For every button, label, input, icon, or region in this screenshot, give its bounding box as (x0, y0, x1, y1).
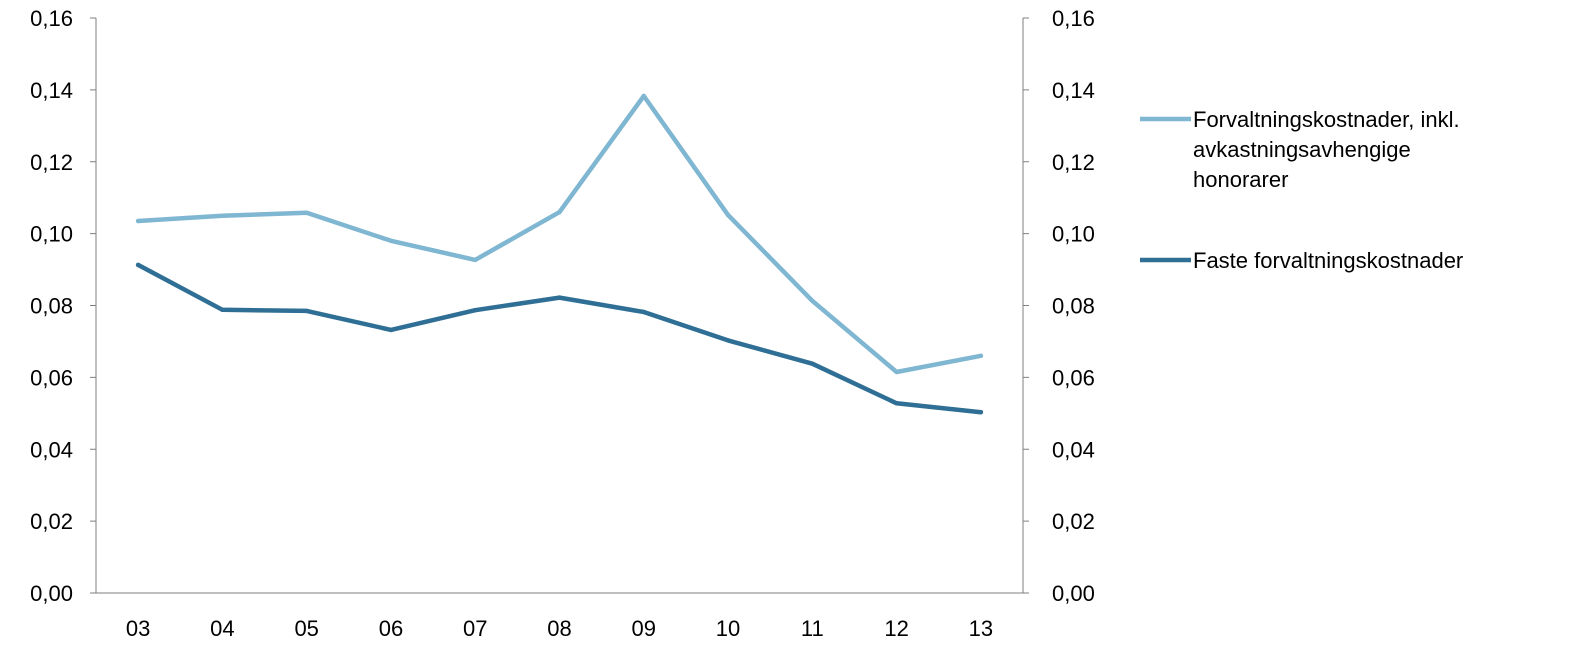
data-point (473, 257, 478, 263)
y-tick-label-left: 0,02 (30, 509, 73, 534)
axes: 0,00 0,02 0,04 0,06 0,08 0,10 0,12 0,14 0,16 0,00… (30, 6, 1095, 641)
x-tick-label: 10 (716, 616, 740, 641)
data-point (894, 401, 899, 406)
series-line-1 (135, 93, 984, 375)
data-point (725, 338, 731, 343)
y-tick-label-right: 0,08 (1052, 294, 1095, 319)
y-tick-label-left: 0,06 (30, 365, 73, 390)
y-tick-label-right: 0,16 (1052, 6, 1095, 31)
data-point (641, 309, 646, 315)
data-point (557, 295, 562, 300)
data-point (388, 238, 394, 244)
y-tick-label-right: 0,12 (1052, 150, 1095, 175)
y-tick-label-right: 0,14 (1052, 78, 1095, 103)
series-lines (135, 93, 984, 415)
x-tick-label: 09 (632, 616, 656, 641)
y-tick-label-right: 0,10 (1052, 222, 1095, 247)
data-point (810, 361, 815, 366)
data-point (220, 307, 225, 313)
x-tick-label: 05 (294, 616, 318, 641)
data-point (894, 369, 899, 375)
data-point (557, 209, 562, 215)
data-point (473, 307, 478, 313)
data-point (978, 410, 984, 415)
data-point (641, 93, 646, 99)
data-point (725, 212, 731, 218)
legend-label-2: Faste forvaltningskostnader (1193, 248, 1463, 273)
data-point (304, 210, 309, 215)
y-tick-label-left: 0,12 (30, 150, 73, 175)
x-tick-label: 11 (801, 616, 824, 641)
y-tick-label-right: 0,04 (1052, 437, 1095, 462)
y-tick-label-left: 0,00 (30, 581, 73, 606)
x-tick-label: 03 (126, 616, 150, 641)
data-point (220, 213, 225, 218)
data-point (978, 353, 984, 359)
x-tick-label: 04 (210, 616, 234, 641)
y-tick-label-right: 0,02 (1052, 509, 1095, 534)
y-tick-label-left: 0,08 (30, 294, 73, 319)
x-tick-label: 13 (969, 616, 993, 641)
y-tick-label-left: 0,04 (30, 437, 73, 462)
data-point (135, 262, 141, 268)
y-tick-label-right: 0,06 (1052, 365, 1095, 390)
x-tick-label: 07 (463, 616, 487, 641)
y-tick-label-left: 0,14 (30, 78, 73, 103)
x-tick-label: 08 (547, 616, 571, 641)
x-tick-label: 06 (379, 616, 403, 641)
data-point (810, 298, 815, 304)
y-tick-label-left: 0,10 (30, 222, 73, 247)
data-point (304, 308, 309, 314)
legend-label-1: Forvaltningskostnader, inkl. avkastningsa… (1193, 107, 1460, 192)
y-tick-label-left: 0,16 (30, 6, 73, 31)
y-tick-label-right: 0,00 (1052, 581, 1095, 606)
legend: Forvaltningskostnader, inkl. avkastningsa… (1140, 107, 1463, 273)
x-tick-label: 12 (884, 616, 908, 641)
data-point (135, 218, 141, 224)
data-point (388, 327, 394, 333)
